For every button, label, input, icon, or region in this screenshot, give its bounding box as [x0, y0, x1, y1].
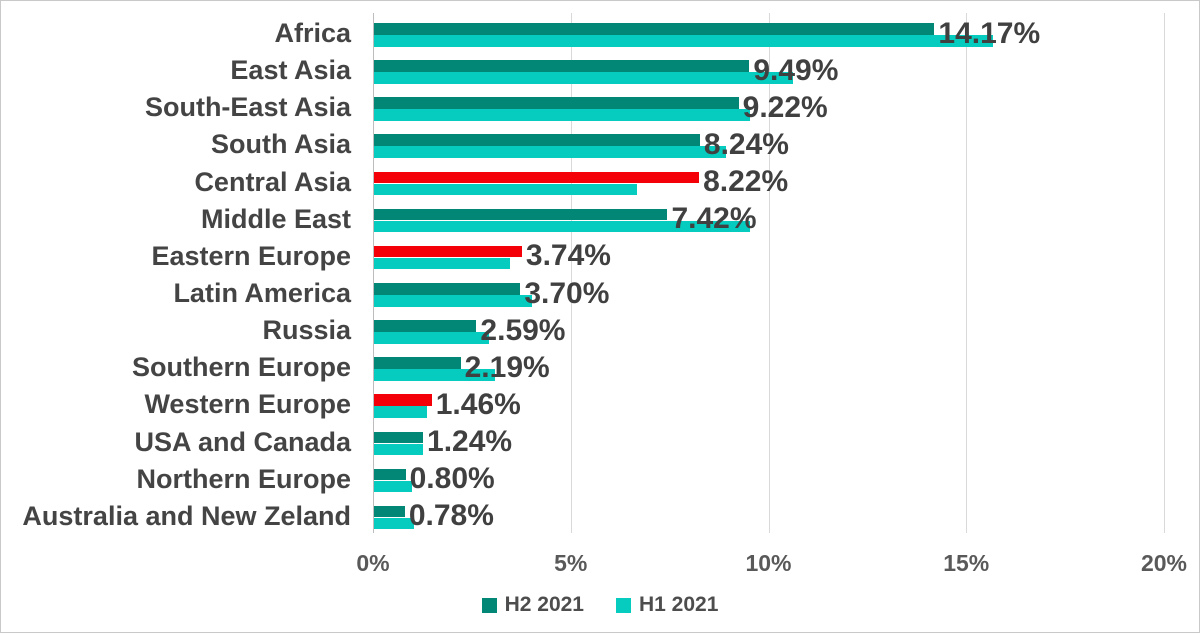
gridline: [966, 13, 968, 533]
h2-2021-bar: [374, 245, 522, 258]
bar-group: 2.59%: [373, 310, 1164, 347]
h2-2021-bar: [374, 283, 521, 295]
h2-2021-bar: [374, 23, 935, 35]
h2-2021-bar: [374, 468, 406, 481]
h1-2021-bar: [374, 257, 511, 270]
bar-group: 8.24%: [373, 124, 1164, 161]
h2-2021-bar: [374, 505, 405, 518]
bar-group: 2.19%: [373, 347, 1164, 384]
h1-2021-bar: [374, 109, 750, 121]
h1-2021-bar: [374, 443, 424, 456]
value-label: 9.22%: [742, 90, 828, 124]
value-label: 14.17%: [938, 16, 1041, 50]
y-axis-line: [373, 13, 374, 533]
value-label: 3.70%: [524, 276, 610, 310]
legend: H2 2021 H1 2021: [1, 593, 1199, 617]
gridline: [570, 13, 572, 533]
plot-area: 14.17% 9.49% 9.22% 8.24% 8.22% 7.42% 3.74% 3.70…: [373, 13, 1165, 533]
h2-2021-bar: [374, 320, 477, 332]
x-tick-label: 5%: [554, 550, 588, 576]
legend-label-h1-2021: H1 2021: [639, 593, 719, 616]
h2-2021-bar: [374, 208, 668, 221]
category-label: Africa: [274, 18, 351, 49]
value-label: 2.59%: [480, 313, 566, 347]
x-tick-label: 10%: [745, 550, 792, 576]
legend-item-h2-2021: H2 2021: [481, 593, 584, 617]
gridline: [1164, 13, 1165, 533]
legend-swatch-h2-2021-icon: [481, 597, 497, 613]
bar-group: 8.22%: [373, 162, 1164, 199]
bar-group: 3.74%: [373, 236, 1164, 273]
bar-group: 1.46%: [373, 384, 1164, 421]
h2-2021-bar: [374, 60, 750, 72]
legend-swatch-h1-2021-icon: [616, 597, 631, 613]
category-label: Southern Europe: [131, 352, 351, 383]
category-label: East Asia: [230, 55, 351, 86]
category-label: South-East Asia: [144, 92, 351, 123]
value-label: 1.24%: [427, 425, 513, 459]
bar-group: 9.22%: [373, 87, 1164, 124]
h1-2021-bar: [374, 517, 414, 530]
category-label: Northern Europe: [136, 463, 351, 494]
bar-group: 1.24%: [373, 422, 1164, 459]
category-label: Australia and New Zeland: [22, 500, 351, 531]
h2-2021-bar: [374, 134, 700, 146]
value-label: 8.24%: [703, 128, 789, 161]
category-label: Central Asia: [194, 166, 351, 197]
gridline: [768, 13, 770, 533]
category-axis: Africa East Asia South-East Asia South Asia…: [1, 13, 351, 533]
x-tick-label: 15%: [943, 550, 990, 576]
bar-group: 3.70%: [373, 273, 1164, 310]
bar-group: 9.49%: [373, 50, 1164, 87]
h1-2021-bar: [374, 183, 637, 196]
legend-label-h2-2021: H2 2021: [504, 593, 584, 616]
x-tick-label: 20%: [1140, 550, 1188, 576]
category-label: Latin America: [173, 278, 351, 309]
h1-2021-bar: [374, 406, 428, 418]
h1-2021-bar: [374, 480, 412, 493]
value-label: 0.80%: [409, 462, 495, 496]
h1-2021-bar: [374, 220, 750, 233]
value-label: 1.46%: [435, 388, 521, 421]
bar-group: 7.42%: [373, 199, 1164, 236]
x-axis: 0% 5% 10% 15% 20%: [356, 548, 1187, 578]
category-label: Western Europe: [144, 389, 351, 420]
bar-group: 0.78%: [373, 496, 1164, 533]
h2-2021-bar: [374, 394, 432, 406]
category-label: USA and Canada: [134, 426, 351, 457]
h1-2021-bar: [374, 35, 993, 47]
legend-item-h1-2021: H1 2021: [616, 593, 718, 617]
bar-group: 0.80%: [373, 459, 1164, 496]
value-label: 3.74%: [525, 239, 611, 273]
h1-2021-bar: [374, 369, 495, 381]
h1-2021-bar: [374, 332, 489, 344]
category-label: Russia: [262, 315, 351, 346]
value-label: 8.22%: [703, 165, 789, 199]
value-label: 7.42%: [671, 202, 757, 236]
value-label: 2.19%: [464, 350, 550, 384]
h1-2021-bar: [374, 72, 794, 84]
h1-2021-bar: [374, 146, 726, 158]
bar-group: 14.17%: [373, 13, 1164, 50]
h1-2021-bar: [374, 295, 533, 307]
category-label: Middle East: [200, 203, 351, 234]
category-label: South Asia: [210, 129, 351, 160]
category-label: Eastern Europe: [151, 240, 351, 271]
x-tick-label: 0%: [356, 550, 390, 576]
value-label: 0.78%: [408, 499, 494, 533]
value-label: 9.49%: [753, 53, 839, 87]
h2-2021-bar: [374, 357, 461, 369]
h2-2021-bar: [374, 97, 739, 109]
h2-2021-bar: [374, 171, 700, 184]
h2-2021-bar: [374, 431, 424, 444]
